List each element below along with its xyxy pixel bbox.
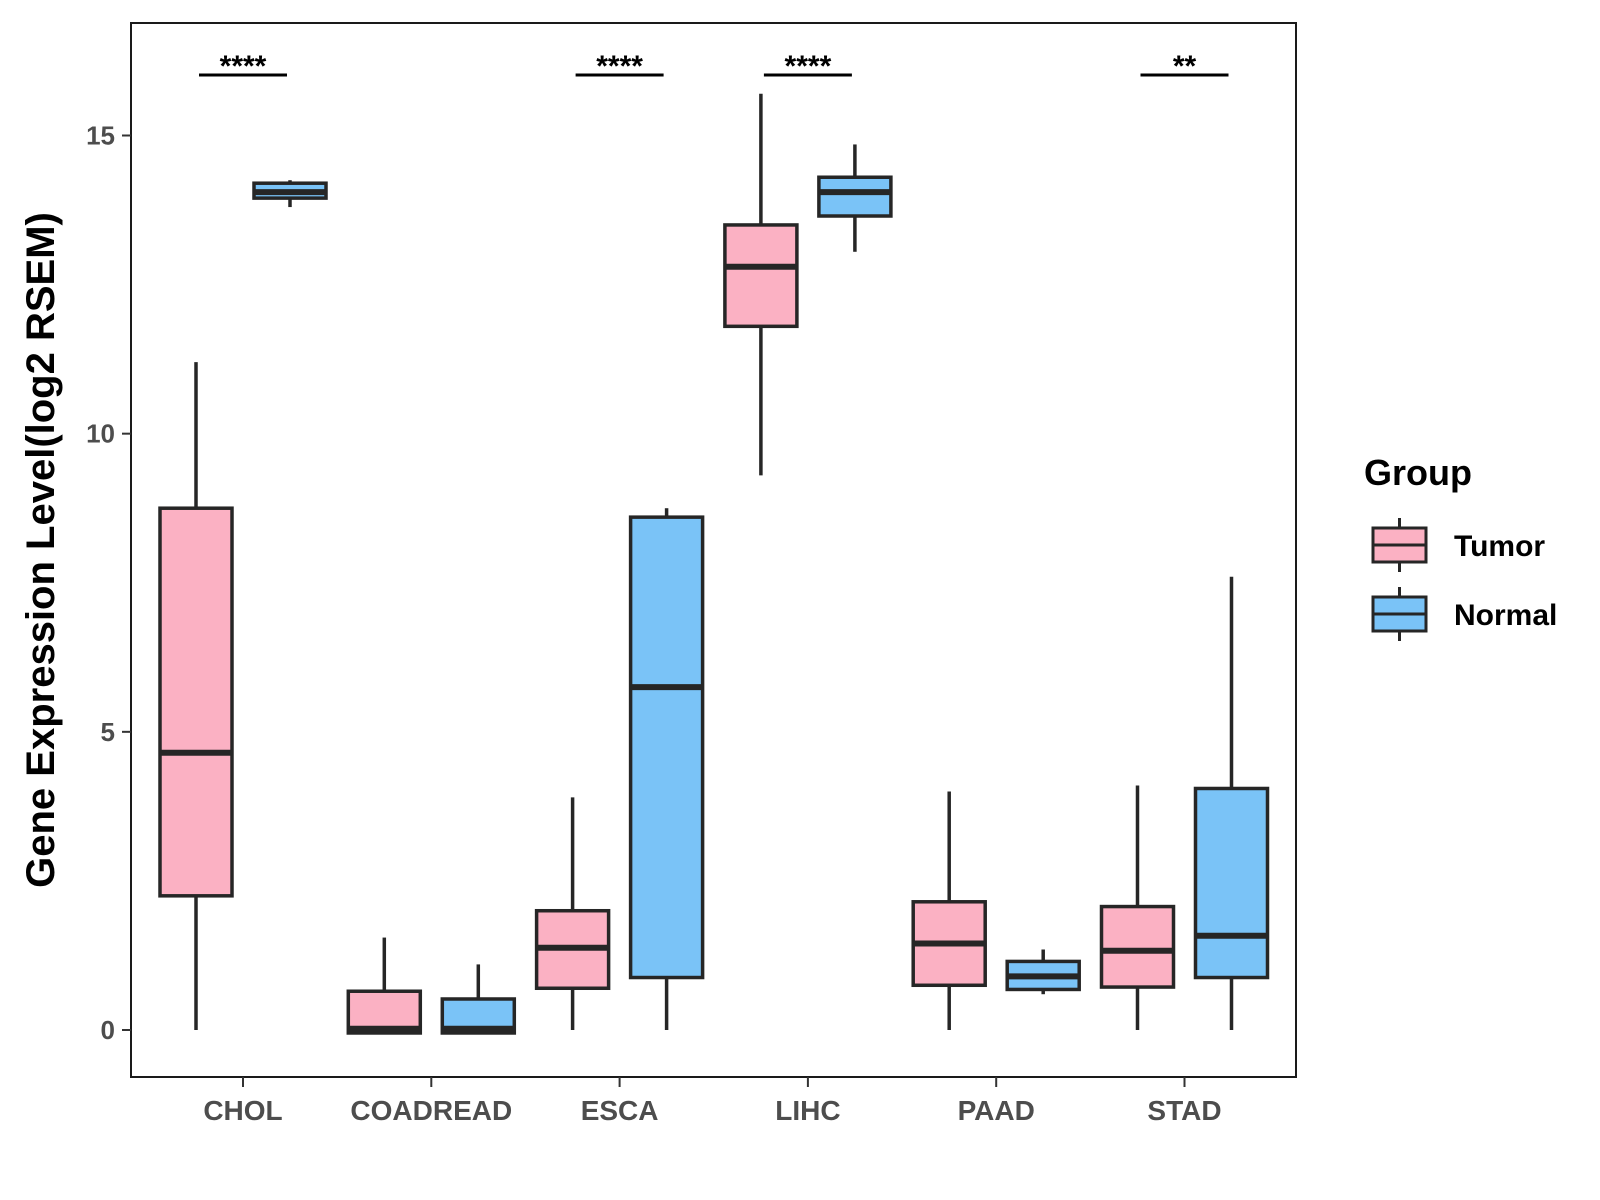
box-normal-stad [1193, 576, 1270, 1030]
x-tick-label: CHOL [203, 1095, 282, 1126]
legend-title: Group [1364, 452, 1472, 493]
box-iqr [723, 223, 799, 329]
box-tumor-paad [911, 791, 987, 1030]
x-tick-label: LIHC [775, 1095, 840, 1126]
box-normal-chol [252, 180, 328, 208]
significance-label: **** [596, 50, 643, 83]
box-tumor-esca [534, 797, 611, 1030]
box-series [158, 93, 1270, 1035]
box-tumor-lihc [723, 93, 799, 476]
box-normal-paad [1005, 949, 1081, 995]
y-tick-label: 10 [86, 419, 115, 449]
box-normal-lihc [817, 144, 893, 252]
y-tick-label: 15 [86, 121, 115, 151]
box-iqr [817, 175, 893, 218]
x-tick-label: STAD [1147, 1095, 1221, 1126]
legend-key-normal [1371, 587, 1428, 641]
legend-label-tumor: Tumor [1454, 530, 1545, 563]
significance-label: ** [1173, 50, 1197, 83]
legend-key-tumor [1371, 518, 1428, 572]
y-axis: 0 5 10 15 [86, 121, 131, 1045]
box-iqr [1193, 786, 1270, 980]
y-axis-title: Gene Expression Level(log2 RSEM) [19, 212, 63, 888]
box-normal-coadread [440, 964, 517, 1035]
x-tick-label: ESCA [581, 1095, 659, 1126]
box-tumor-stad [1099, 785, 1176, 1030]
significance-label: **** [220, 50, 267, 83]
significance-annotations: **** **** **** ** [199, 50, 1229, 83]
box-normal-esca [628, 508, 705, 1030]
y-tick-label: 0 [101, 1015, 115, 1045]
legend: Group Tumor Normal [1364, 452, 1557, 641]
box-iqr [1099, 904, 1176, 989]
x-axis: CHOL COADREAD ESCA LIHC PAAD STAD [203, 1077, 1222, 1126]
x-tick-label: COADREAD [350, 1095, 512, 1126]
legend-label-normal: Normal [1454, 599, 1557, 632]
box-tumor-coadread [346, 937, 423, 1035]
x-tick-label: PAAD [958, 1095, 1035, 1126]
y-tick-label: 5 [101, 717, 115, 747]
box-iqr [158, 506, 234, 898]
box-tumor-chol [158, 362, 234, 1030]
box-iqr [628, 515, 705, 980]
significance-label: **** [785, 50, 832, 83]
